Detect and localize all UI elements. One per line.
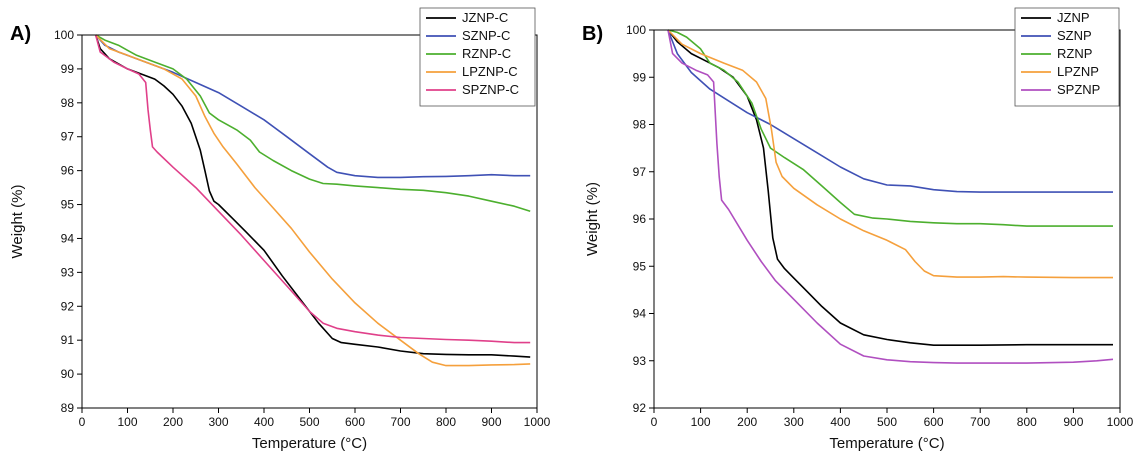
x-tick-label: 700	[970, 415, 990, 429]
legend-label: SPZNP	[1057, 82, 1100, 97]
x-tick-label: 0	[79, 415, 86, 429]
y-tick-label: 97	[61, 130, 75, 144]
x-tick-label: 200	[737, 415, 757, 429]
y-tick-label: 93	[633, 354, 647, 368]
y-tick-label: 93	[61, 265, 75, 279]
legend-label: RZNP	[1057, 46, 1092, 61]
y-axis-label: Weight (%)	[9, 185, 26, 259]
x-tick-label: 1000	[524, 415, 551, 429]
series-line-rznp-c	[95, 34, 531, 213]
panel-label: B)	[582, 23, 603, 45]
legend-label: RZNP-C	[462, 46, 511, 61]
x-tick-label: 1000	[1107, 415, 1134, 429]
x-tick-label: 500	[299, 415, 319, 429]
x-tick-label: 100	[691, 415, 711, 429]
y-tick-label: 99	[633, 70, 647, 84]
panel-a: 0 100 200 300 400 500 600 700 800 900 1000 89 90 91 92…	[9, 7, 551, 452]
legend-label: SZNP-C	[462, 28, 510, 43]
x-axis-label: Temperature (°C)	[829, 435, 944, 452]
series-line-lpznp-c	[95, 34, 531, 367]
legend-label: LPZNP-C	[462, 64, 518, 79]
y-tick-label: 94	[61, 231, 75, 245]
y-tick-label: 100	[54, 28, 74, 42]
legend: JZNP SZNP RZNP LPZNP SPZNP	[1014, 7, 1120, 107]
x-tick-label: 300	[208, 415, 228, 429]
legend-label: SZNP	[1057, 28, 1092, 43]
legend-label: SPZNP-C	[462, 82, 519, 97]
x-tick-label: 900	[481, 415, 501, 429]
y-tick-label: 96	[61, 164, 75, 178]
legend: JZNP-C SZNP-C RZNP-C LPZNP-C SPZNP-C	[419, 7, 536, 107]
y-tick-label: 95	[61, 198, 75, 212]
y-tick-label: 91	[61, 333, 75, 347]
y-tick-label: 99	[61, 62, 75, 76]
panel-b: 0 100 200 300 400 500 600 700 800 900 1000 92 93 94 95…	[582, 7, 1134, 452]
legend-label: JZNP	[1057, 10, 1090, 25]
y-tick-label: 100	[626, 23, 646, 37]
y-tick-label: 94	[633, 307, 647, 321]
x-tick-label: 0	[651, 415, 658, 429]
x-tick-label: 400	[254, 415, 274, 429]
y-axis-label: Weight (%)	[584, 182, 601, 256]
legend-label: LPZNP	[1057, 64, 1099, 79]
x-tick-label: 700	[390, 415, 410, 429]
y-tick-label: 89	[61, 401, 75, 415]
x-tick-label: 500	[877, 415, 897, 429]
y-tick-label: 97	[633, 165, 647, 179]
x-tick-label: 300	[784, 415, 804, 429]
x-tick-label: 800	[436, 415, 456, 429]
y-tick-label: 92	[633, 401, 647, 415]
series-line-rznp	[667, 29, 1113, 227]
x-tick-label: 200	[163, 415, 183, 429]
series-line-jznp-c	[94, 34, 531, 358]
y-tick-label: 98	[61, 96, 75, 110]
y-tick-label: 96	[633, 212, 647, 226]
x-tick-label: 800	[1017, 415, 1037, 429]
x-tick-label: 900	[1063, 415, 1083, 429]
x-axis-label: Temperature (°C)	[252, 435, 367, 452]
y-tick-label: 98	[633, 118, 647, 132]
x-tick-label: 600	[345, 415, 365, 429]
x-tick-label: 100	[117, 415, 137, 429]
x-tick-label: 400	[830, 415, 850, 429]
x-tick-label: 600	[924, 415, 944, 429]
y-tick-label: 95	[633, 259, 647, 273]
series-line-spznp	[667, 29, 1114, 364]
legend-label: JZNP-C	[462, 10, 508, 25]
y-tick-label: 92	[61, 299, 75, 313]
series-line-spznp-c	[94, 34, 531, 344]
panel-label: A)	[10, 23, 31, 45]
series-line-lpznp	[667, 29, 1113, 279]
series-line-sznp	[667, 29, 1113, 193]
y-tick-label: 90	[61, 367, 75, 381]
